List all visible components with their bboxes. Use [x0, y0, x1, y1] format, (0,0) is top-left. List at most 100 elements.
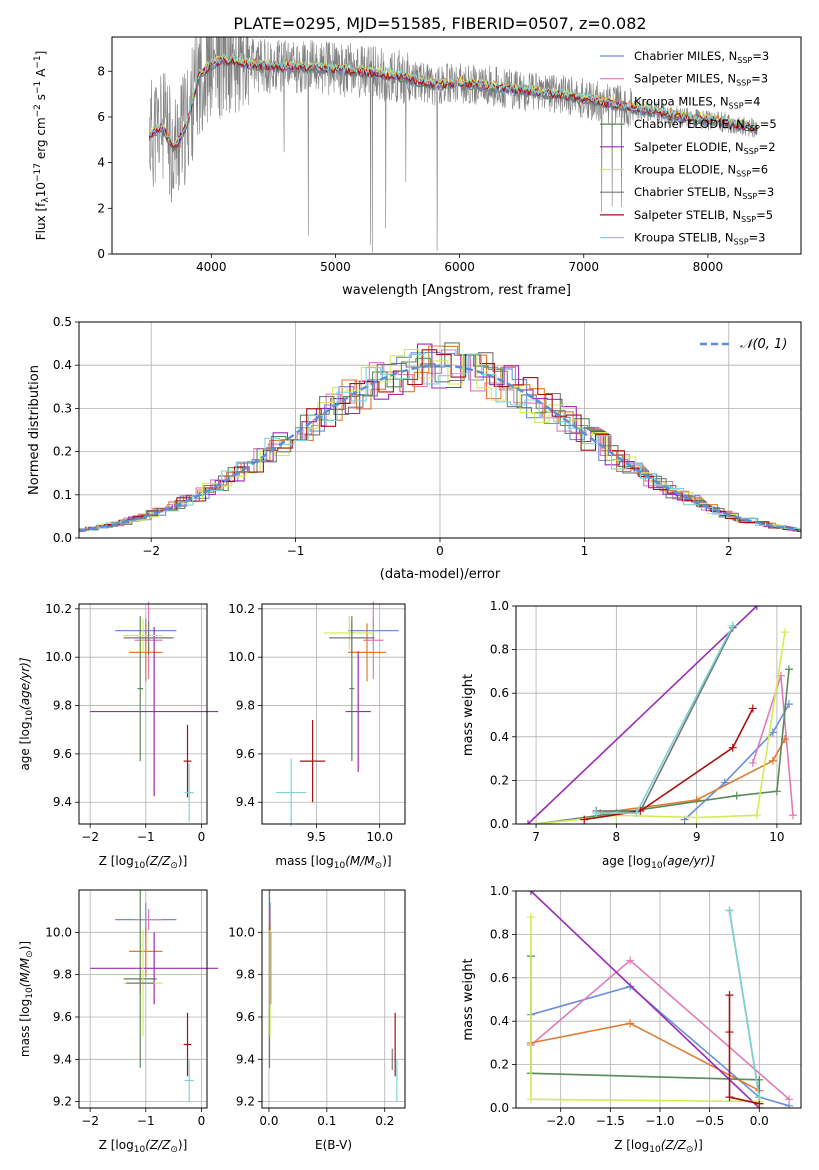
x-tick-label: −2.0	[546, 1114, 575, 1128]
y-axis-label-part: −17	[33, 163, 43, 182]
series-marker-salpeter-stelib	[725, 991, 734, 1000]
y-tick-label: 9.4	[236, 1052, 255, 1066]
y-tick-label: 9.6	[236, 1010, 255, 1024]
legend-label-chabrier-elodie: Chabrier ELODIE, NSSP=5	[634, 117, 777, 133]
y-axis-label-part: Flux [f	[34, 202, 48, 240]
x-tick-label: −0.5	[695, 1114, 724, 1128]
x-tick-label: 5000	[320, 260, 351, 274]
series-marker-salpeter-miles	[788, 811, 797, 820]
model-spectrum-kroupa-stelib	[148, 53, 758, 145]
series-marker-salpeter-elodie	[524, 820, 533, 824]
y-tick-label: 0.2	[490, 773, 509, 787]
x-tick-label: −1	[287, 544, 305, 558]
x-tick-label: −1.5	[596, 1114, 625, 1128]
legend-label-chabrier-stelib: Chabrier STELIB, NSSP=3	[634, 185, 774, 201]
legend-label-salpeter-miles: Salpeter MILES, NSSP=3	[634, 72, 768, 88]
x-axis-label-part: 10	[651, 861, 663, 871]
y-tick-label: 8	[97, 64, 105, 78]
x-axis-label-part: )]	[178, 854, 187, 868]
x-tick-label: −1.0	[645, 1114, 674, 1128]
histogram-salpeter-elodie	[79, 343, 801, 532]
x-axis-label-part: E(B-V)	[315, 1138, 352, 1152]
x-tick-label: 4000	[196, 260, 227, 274]
y-axis-label-part: )]	[18, 941, 32, 950]
y-axis-label-part: ⊙	[25, 950, 35, 958]
y-tick-label: 6	[97, 110, 105, 124]
x-axis-label-part: mass [log	[275, 854, 333, 868]
y-tick-label: 0.2	[490, 1058, 509, 1072]
y-tick-label: 10.0	[45, 925, 72, 939]
y-axis-label-part: (M/M	[18, 957, 32, 987]
legend-text-part: =2	[759, 140, 776, 154]
x-axis-label-part: (Z/Z	[145, 854, 171, 868]
legend-text-part: SSP	[736, 79, 751, 88]
x-tick-label: 0	[436, 544, 444, 558]
x-axis-label-part: ⊙	[170, 1145, 178, 1155]
x-tick-label: −2	[142, 544, 160, 558]
panel-mass-vs-ebv: 0.0 0.1 0.2 9.2 9.4 9.6 9.8 10.0 E(B-V)	[228, 889, 406, 1152]
y-tick-label: 10.2	[45, 602, 72, 616]
series-line-chabrier-elodie	[530, 956, 761, 1104]
x-axis-label-part: ⊙	[686, 1145, 694, 1155]
residual-plot	[79, 342, 801, 533]
legend-text-part: Chabrier MILES, N	[634, 49, 737, 63]
x-axis-label: mass [log10(M/M⊙)]	[275, 854, 391, 871]
y-tick-label: 9.6	[53, 1010, 72, 1024]
legend-label-salpeter-elodie: Salpeter ELODIE, NSSP=2	[634, 140, 776, 156]
legend-text-part: SSP	[745, 124, 760, 133]
histogram-kroupa-stelib	[79, 353, 801, 531]
legend-text-part: =4	[744, 94, 761, 108]
legend-text-part: =3	[751, 72, 768, 86]
legend-label-salpeter-stelib: Salpeter STELIB, NSSP=5	[634, 208, 773, 224]
model-spectrum-chabrier-stelib	[148, 59, 758, 153]
x-tick-label: 9.5	[307, 830, 326, 844]
x-axis-label: age [log10(age/yr)]	[602, 854, 715, 871]
y-tick-label: 9.2	[236, 1095, 255, 1109]
axes-frame	[515, 605, 802, 825]
legend-text-part: Chabrier STELIB, N	[634, 185, 742, 199]
axes-frame	[515, 890, 802, 1109]
y-axis-label-part: −1	[33, 55, 43, 68]
legend-text-part: SSP	[742, 192, 757, 201]
x-tick-label: 7000	[568, 260, 599, 274]
series-marker-kroupa-stelib	[755, 1093, 764, 1102]
y-tick-label: 9.4	[53, 795, 72, 809]
x-axis-label-part: Z [log	[99, 1138, 134, 1152]
x-tick-label: 0.0	[259, 1114, 278, 1128]
spectrum-plot	[148, 37, 758, 253]
x-axis-label-part: 10	[134, 861, 146, 871]
legend-text-part: SSP	[736, 170, 751, 179]
weight-plot	[526, 891, 794, 1108]
series-marker-salpeter-miles	[785, 1095, 794, 1104]
series-marker-kroupa-miles	[692, 796, 701, 805]
y-axis-label-part: A	[34, 68, 48, 81]
x-tick-label: 7	[532, 830, 540, 844]
y-tick-label: 9.2	[53, 1095, 72, 1109]
y-axis-label: mass weight	[461, 674, 476, 756]
x-tick-label: −2	[81, 830, 99, 844]
legend-text-part: Salpeter MILES, N	[634, 72, 736, 86]
x-axis-label: E(B-V)	[315, 1138, 352, 1152]
y-tick-label: 4	[97, 156, 105, 170]
x-tick-label: 8	[613, 830, 621, 844]
legend-text-part: =3	[757, 185, 774, 199]
y-tick-label: 9.4	[236, 795, 255, 809]
x-axis-label-part: (M/M	[345, 854, 375, 868]
x-axis-label-part: age [log	[602, 854, 651, 868]
y-axis-label: age [log10(age/yr)]	[18, 657, 35, 770]
y-axis-label: Normed distribution	[27, 365, 42, 495]
y-tick-label: 0.6	[490, 686, 509, 700]
y-tick-label: 2	[97, 201, 105, 215]
series-line-kroupa-miles	[600, 738, 786, 814]
series-line-chabrier-elodie	[535, 669, 790, 824]
y-tick-label: 9.8	[53, 699, 72, 713]
y-axis-label-part: 10	[34, 182, 48, 197]
model-spectrum-salpeter-stelib	[148, 56, 758, 148]
legend-label-kroupa-elodie: Kroupa ELODIE, NSSP=6	[634, 163, 768, 179]
y-tick-label: 0.3	[53, 401, 72, 415]
x-tick-label: 10	[769, 830, 784, 844]
series-marker-kroupa-elodie	[692, 813, 701, 822]
y-axis-label-part: 10	[25, 710, 35, 722]
series-line-chabrier-miles	[530, 985, 790, 1107]
panel-age-vs-mass: 9.5 10.0 9.4 9.6 9.8 10.0 10.2 mass [log10(M/M⊙…	[228, 601, 406, 871]
